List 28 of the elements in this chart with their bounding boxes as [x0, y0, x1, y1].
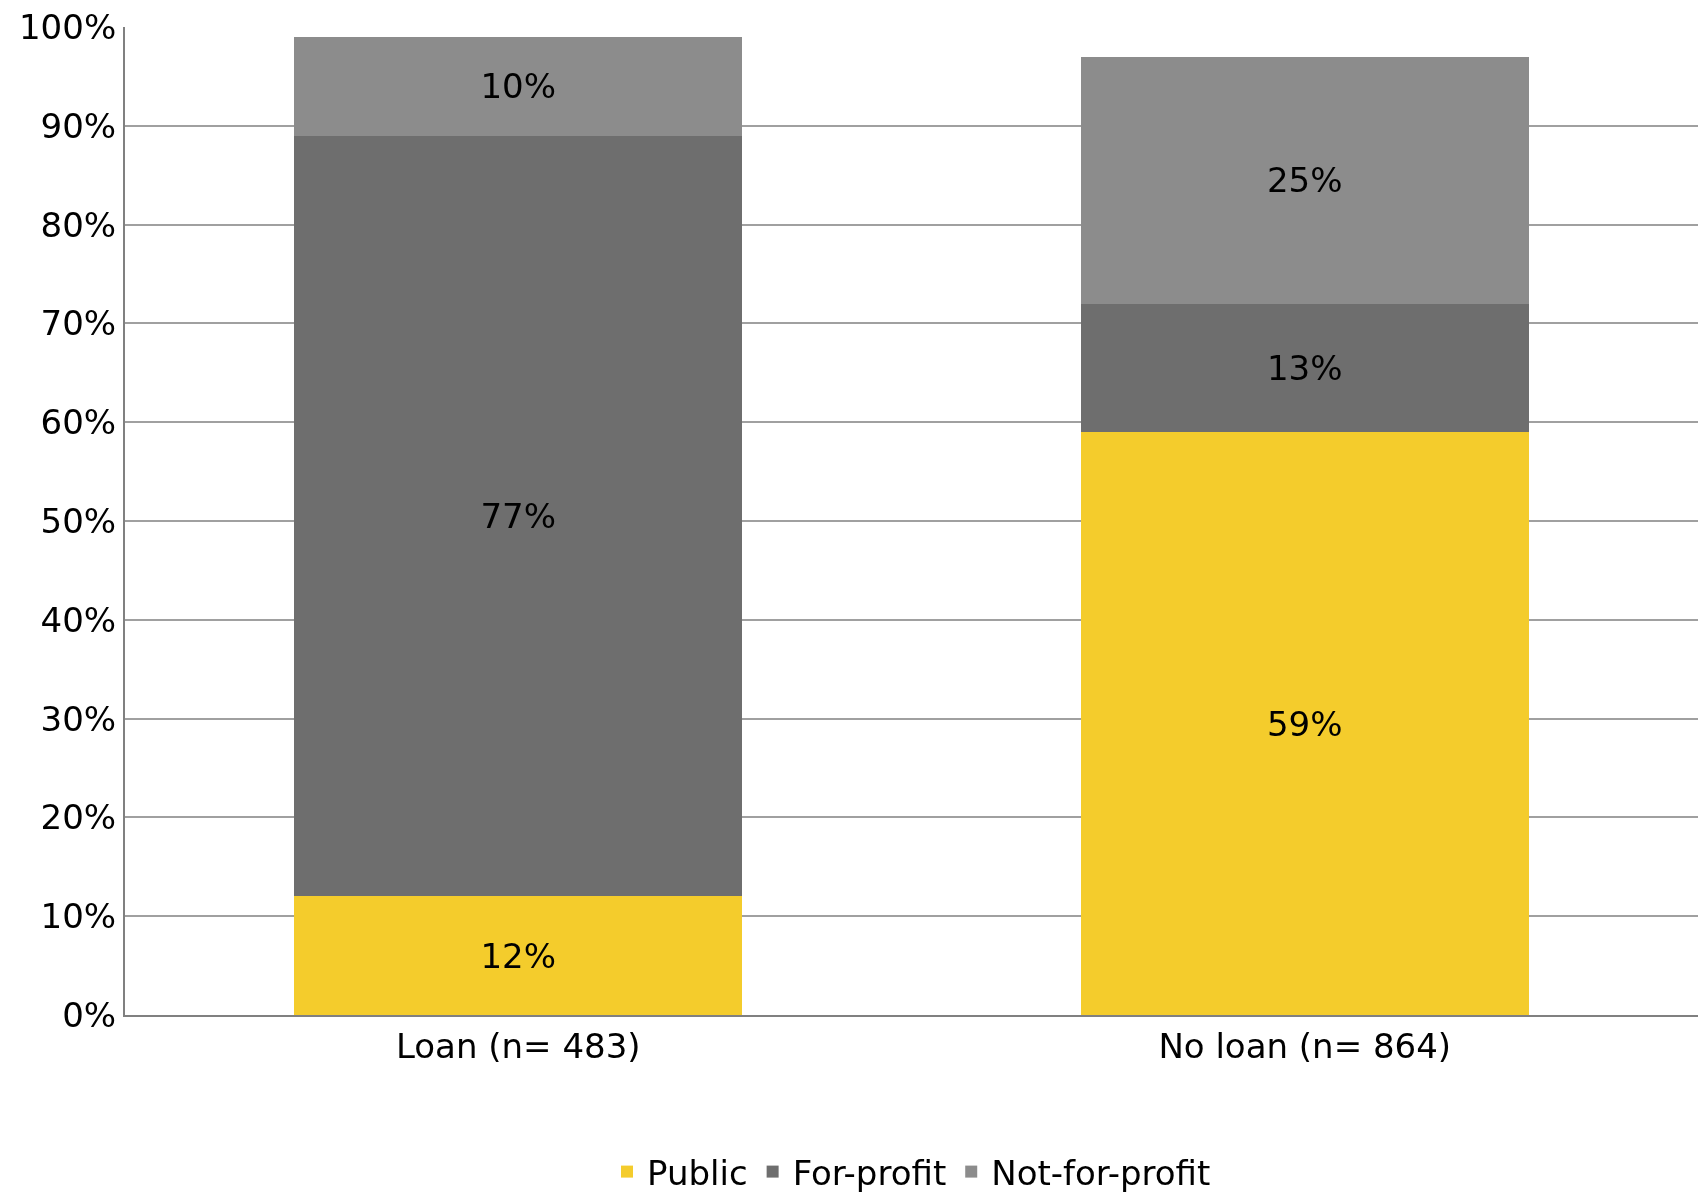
bar — [294, 135, 743, 897]
bar — [1080, 432, 1529, 1015]
y-tick-label: 30% — [40, 698, 117, 739]
data-label: 25% — [1266, 160, 1343, 201]
bar — [294, 896, 743, 1015]
legend-label: For-profit — [792, 1152, 947, 1193]
legend-label: Public — [647, 1152, 748, 1193]
y-tick-label: 70% — [40, 303, 117, 344]
y-tick-label: 60% — [40, 402, 117, 443]
data-label: 13% — [1266, 347, 1343, 388]
y-tick-label: 100% — [19, 6, 117, 47]
y-tick-label: 90% — [40, 105, 117, 146]
y-tick-label: 80% — [40, 204, 117, 245]
y-tick-label: 10% — [40, 896, 117, 937]
y-tick-label: 20% — [40, 797, 117, 838]
legend-label: Not-for-profit — [991, 1152, 1211, 1193]
bar — [294, 36, 743, 136]
data-label: 12% — [480, 935, 557, 976]
y-tick-label: 0% — [62, 994, 117, 1035]
bar — [1080, 56, 1529, 304]
x-tick-label: Loan (n= 483) — [395, 1025, 641, 1066]
x-tick-label: No loan (n= 864) — [1158, 1025, 1452, 1066]
y-tick-label: 40% — [40, 599, 117, 640]
bar — [1080, 303, 1529, 433]
y-tick-label: 50% — [40, 500, 117, 541]
data-label: 59% — [1266, 703, 1343, 744]
data-label: 77% — [480, 496, 557, 537]
data-label: 10% — [480, 66, 557, 107]
